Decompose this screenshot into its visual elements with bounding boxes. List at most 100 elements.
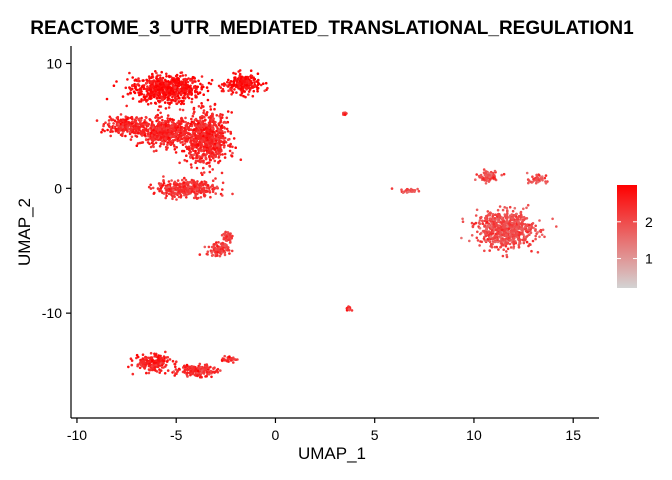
data-point — [164, 350, 167, 354]
data-point — [202, 93, 205, 96]
data-point — [120, 129, 124, 132]
data-point — [190, 166, 193, 169]
data-point — [223, 120, 226, 124]
data-point — [500, 173, 504, 177]
data-point — [202, 187, 206, 190]
data-point — [246, 85, 250, 89]
data-point — [161, 135, 164, 138]
data-point — [475, 173, 479, 176]
data-point — [503, 225, 506, 229]
data-point — [176, 94, 180, 98]
data-point — [131, 97, 135, 100]
data-point — [193, 180, 196, 184]
data-point — [201, 366, 205, 370]
data-point — [476, 230, 479, 234]
data-point — [183, 176, 186, 180]
data-point — [209, 147, 212, 150]
data-point — [212, 186, 216, 190]
data-point — [109, 134, 112, 138]
data-point — [164, 363, 168, 367]
data-point — [510, 217, 514, 220]
data-point — [158, 138, 162, 141]
data-point — [205, 252, 209, 256]
data-point — [487, 180, 491, 183]
data-point — [154, 116, 157, 119]
data-point — [174, 90, 178, 93]
data-point — [195, 182, 198, 185]
data-point — [187, 185, 190, 189]
data-point — [152, 95, 156, 99]
data-point — [135, 144, 139, 147]
data-point — [177, 127, 181, 131]
data-point — [535, 173, 538, 177]
data-point — [106, 128, 109, 132]
data-point — [245, 84, 248, 87]
data-point — [221, 194, 224, 197]
data-point — [521, 229, 524, 232]
data-point — [178, 182, 182, 186]
data-point — [200, 132, 204, 136]
data-point — [531, 222, 535, 225]
data-point — [168, 117, 172, 121]
data-point — [208, 165, 212, 168]
data-point — [163, 85, 166, 88]
data-point — [173, 148, 177, 151]
data-point — [150, 129, 153, 132]
data-point — [219, 369, 222, 372]
colorbar-ticks: 12 — [617, 214, 653, 267]
data-point — [227, 89, 230, 92]
data-point — [483, 219, 487, 223]
data-point — [215, 133, 219, 137]
data-point — [417, 189, 421, 193]
data-point — [198, 124, 201, 127]
data-point — [133, 131, 136, 135]
data-point — [263, 89, 267, 93]
data-point — [151, 137, 154, 140]
data-point — [530, 226, 534, 229]
data-point — [527, 244, 530, 248]
data-point — [135, 88, 139, 92]
data-point — [221, 135, 225, 138]
data-point — [496, 231, 499, 234]
data-point — [119, 127, 123, 130]
data-point — [182, 181, 186, 184]
data-point — [158, 144, 162, 148]
data-point — [159, 111, 162, 115]
data-point — [181, 140, 184, 144]
data-point — [200, 125, 204, 128]
data-point — [128, 71, 131, 75]
data-point — [176, 192, 179, 195]
data-point — [487, 230, 491, 233]
data-point — [212, 133, 216, 136]
data-point — [472, 222, 476, 226]
data-point — [496, 240, 499, 243]
data-point — [174, 133, 178, 136]
data-point — [203, 245, 207, 249]
data-point — [221, 241, 224, 245]
data-point — [202, 194, 206, 197]
data-point — [175, 198, 178, 201]
data-point — [172, 185, 175, 189]
data-point — [494, 213, 497, 216]
data-point — [213, 142, 217, 145]
data-point — [211, 190, 215, 193]
data-point — [180, 189, 183, 193]
data-point — [222, 82, 226, 85]
data-point — [479, 240, 482, 243]
data-point — [207, 245, 211, 249]
data-point — [217, 156, 220, 159]
data-point — [202, 131, 205, 135]
y-tick-label: 0 — [54, 180, 62, 196]
data-point — [134, 86, 137, 90]
data-point — [192, 196, 196, 200]
data-point — [217, 151, 221, 154]
data-point — [543, 176, 547, 180]
data-point — [190, 89, 193, 93]
data-point — [243, 90, 246, 93]
data-point — [179, 194, 183, 198]
data-point — [493, 234, 497, 238]
data-point — [179, 71, 182, 75]
data-point — [208, 170, 212, 174]
data-point — [133, 120, 137, 124]
data-point — [209, 108, 213, 111]
